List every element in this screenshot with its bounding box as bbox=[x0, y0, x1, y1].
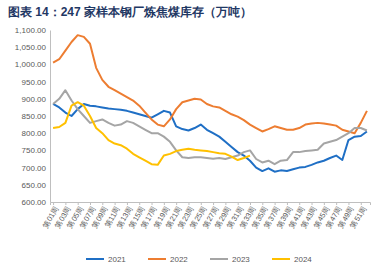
series-line bbox=[53, 90, 367, 164]
y-tick: 750.00 bbox=[22, 146, 50, 155]
y-tick: 700.00 bbox=[22, 164, 50, 173]
legend: 2021 2022 2023 2024 bbox=[86, 255, 312, 264]
y-tick: 1,050.00 bbox=[15, 43, 50, 52]
plot: 600.00 650.00 700.00 750.00 800.00 850.00 900.… bbox=[15, 26, 371, 230]
y-tick: 850.00 bbox=[22, 112, 50, 121]
y-tick: 1,000.00 bbox=[15, 60, 50, 69]
series-line bbox=[53, 35, 367, 133]
y-tick-label: 900.00 bbox=[22, 95, 47, 104]
legend-label: 2023 bbox=[232, 255, 250, 264]
legend-swatch bbox=[272, 258, 290, 260]
y-tick-label: 850.00 bbox=[22, 112, 47, 121]
series-line bbox=[53, 102, 250, 165]
y-axis-line bbox=[50, 31, 51, 203]
y-tick: 900.00 bbox=[22, 95, 50, 104]
y-axis: 600.00 650.00 700.00 750.00 800.00 850.00 900.… bbox=[15, 26, 51, 207]
legend-swatch bbox=[148, 258, 166, 260]
y-tick-label: 650.00 bbox=[22, 181, 47, 190]
legend-swatch bbox=[210, 258, 228, 260]
series-line bbox=[53, 104, 367, 172]
y-tick: 600.00 bbox=[22, 198, 50, 207]
x-tick: 第51周 bbox=[348, 202, 368, 230]
x-axis: 第01周第03周第05周第07周第09周第11周第13周第15周第17周第19周… bbox=[41, 202, 371, 230]
lines bbox=[53, 35, 367, 172]
chart: 图表 14：247 家样本钢厂炼焦煤库存（万吨） 600.00 650.00 700.… bbox=[0, 0, 380, 270]
y-tick-label: 1,000.00 bbox=[15, 60, 47, 69]
y-tick-label: 950.00 bbox=[22, 78, 47, 87]
legend-swatch bbox=[86, 258, 104, 260]
legend-label: 2024 bbox=[294, 255, 312, 264]
y-tick: 800.00 bbox=[22, 129, 50, 138]
y-tick: 950.00 bbox=[22, 78, 50, 87]
x-tick-label: 第51周 bbox=[348, 204, 368, 230]
title: 图表 14：247 家样本钢厂炼焦煤库存（万吨） bbox=[8, 5, 252, 19]
y-tick-label: 1,050.00 bbox=[15, 43, 47, 52]
y-tick: 1,100.00 bbox=[15, 26, 50, 35]
y-tick-label: 750.00 bbox=[22, 146, 47, 155]
y-tick-label: 800.00 bbox=[22, 129, 47, 138]
y-tick: 650.00 bbox=[22, 181, 50, 190]
legend-label: 2022 bbox=[170, 255, 188, 264]
y-tick-label: 700.00 bbox=[22, 164, 47, 173]
y-tick-label: 600.00 bbox=[22, 198, 47, 207]
legend-label: 2021 bbox=[108, 255, 126, 264]
y-tick-label: 1,100.00 bbox=[15, 26, 47, 35]
